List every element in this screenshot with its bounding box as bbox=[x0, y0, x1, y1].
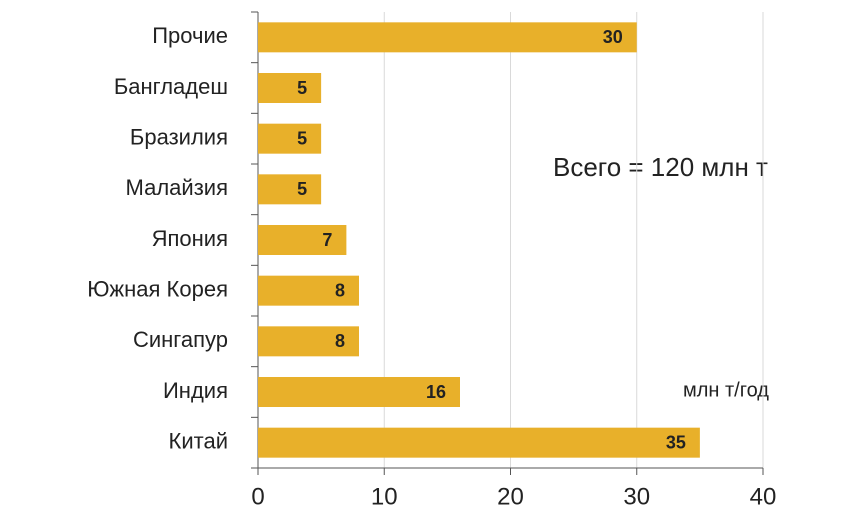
data-label: 5 bbox=[297, 179, 307, 199]
bar bbox=[258, 427, 700, 458]
data-label: 8 bbox=[335, 280, 345, 300]
data-label: 35 bbox=[666, 432, 686, 452]
y-tick-label: Бразилия bbox=[130, 124, 228, 149]
y-tick-label: Малайзия bbox=[126, 175, 228, 200]
y-tick-label: Южная Корея bbox=[87, 276, 228, 301]
y-tick-label: Япония bbox=[152, 226, 228, 251]
data-label: 30 bbox=[603, 27, 623, 47]
y-tick-label: Сингапур bbox=[133, 327, 228, 352]
annotation: Всего = 120 млн т bbox=[553, 152, 768, 182]
bar bbox=[258, 174, 322, 205]
x-tick-label: 10 bbox=[371, 483, 398, 510]
bar bbox=[258, 225, 347, 255]
y-tick-label: Прочие bbox=[152, 23, 228, 48]
bar bbox=[258, 326, 359, 357]
annotation: млн т/год bbox=[683, 379, 769, 401]
x-tick-label: 20 bbox=[497, 483, 524, 510]
data-label: 5 bbox=[297, 78, 307, 98]
y-tick-label: Индия bbox=[163, 378, 228, 403]
bar bbox=[258, 22, 637, 53]
bar bbox=[258, 377, 460, 407]
bar bbox=[258, 123, 322, 154]
bar bbox=[258, 275, 359, 306]
data-label: 7 bbox=[322, 230, 332, 250]
x-tick-label: 40 bbox=[750, 483, 777, 510]
bar bbox=[258, 73, 322, 103]
data-label: 16 bbox=[426, 382, 446, 402]
data-label: 8 bbox=[335, 331, 345, 351]
x-tick-label: 30 bbox=[623, 483, 650, 510]
y-tick-label: Бангладеш bbox=[114, 74, 228, 99]
y-tick-label: Китай bbox=[169, 428, 228, 453]
data-label: 5 bbox=[297, 128, 307, 148]
x-tick-label: 0 bbox=[251, 483, 264, 510]
